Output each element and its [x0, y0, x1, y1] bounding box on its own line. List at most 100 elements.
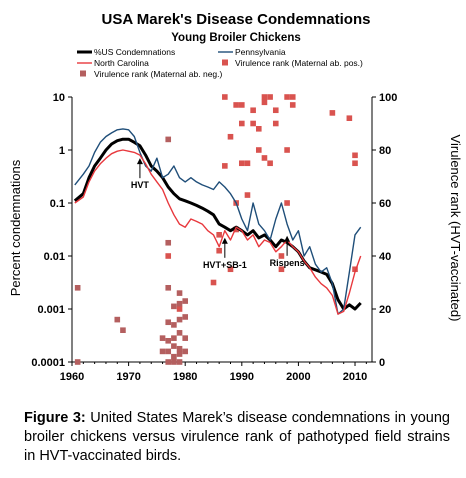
annotation-arrowhead	[136, 158, 143, 165]
scatter-point-3	[227, 133, 234, 140]
plot-area: 1960 1970 1980 1990 2000 2010 10 1 0.1 0.01 0.001 0…	[31, 92, 397, 383]
x-tick-label: 2000	[286, 371, 310, 383]
scatter-point-4	[182, 314, 189, 320]
scatter-point-3	[250, 120, 256, 127]
scatter-point-4	[165, 136, 172, 143]
legend-label-nc: North Carolina	[94, 58, 149, 68]
scatter-point-4	[74, 285, 81, 291]
scatter-point-3	[284, 200, 290, 206]
chart-subtitle: Young Broiler Chickens	[171, 32, 301, 44]
scatter-point-3	[165, 253, 172, 259]
scatter-point-3	[284, 147, 290, 153]
scatter-point-4	[176, 359, 183, 365]
scatter-point-4	[176, 345, 183, 352]
scatter-point-4	[176, 351, 183, 357]
scatter-point-3	[261, 99, 268, 106]
scatter-point-3	[239, 102, 245, 108]
chart: USA Marek's Disease Condemnations Young …	[8, 11, 463, 383]
scatter-point-3	[329, 110, 336, 116]
scatter-point-4	[165, 285, 172, 291]
scatter-point-4	[182, 348, 189, 355]
x-tick-label: 2010	[343, 371, 367, 383]
scatter-point-4	[165, 348, 172, 355]
scatter-point-4	[171, 343, 177, 349]
x-tick-label: 1980	[173, 371, 197, 383]
scatter-point-4	[114, 316, 121, 323]
scatter-point-4	[159, 348, 166, 355]
series-line-1	[74, 128, 362, 315]
y-tick-label: 0.0001	[31, 357, 65, 369]
annotation-label: Rispens	[270, 258, 305, 268]
caption-text: United States Marek’s disease condemnati…	[24, 410, 450, 464]
x-tick-label: 1960	[60, 371, 84, 383]
y-axis-label: Percent condemnations	[8, 159, 23, 296]
scatter-point-4	[171, 353, 177, 360]
y2-tick-label: 100	[379, 92, 397, 104]
scatter-point-4	[165, 239, 172, 246]
scatter-point-3	[289, 94, 296, 100]
scatter-point-3	[239, 120, 245, 127]
y2-tick-label: 20	[379, 304, 391, 316]
scatter-point-4	[176, 290, 183, 296]
scatter-point-3	[176, 306, 183, 312]
scatter-point-3	[216, 247, 222, 254]
legend-label-us: %US Condemnations	[94, 47, 175, 57]
legend: %US Condemnations Pennsylvania North Car…	[77, 47, 363, 79]
scatter-point-4	[176, 316, 183, 323]
scatter-point-4	[165, 319, 172, 326]
scatter-point-4	[182, 298, 189, 304]
scatter-point-3	[244, 192, 251, 198]
annotation-label: HVT	[131, 180, 150, 190]
scatter-point-4	[120, 327, 126, 333]
scatter-point-3	[227, 266, 234, 273]
scatter-point-3	[278, 253, 285, 259]
scatter-point-4	[159, 335, 166, 341]
y-tick-label: 0.001	[37, 304, 65, 316]
annotation-arrowhead	[284, 235, 291, 242]
legend-label-pos: Virulence rank (Maternal ab. pos.)	[235, 58, 363, 68]
scatter-point-4	[182, 335, 189, 341]
scatter-point-3	[284, 94, 290, 100]
y-tick-label: 0.01	[44, 251, 65, 263]
y2-tick-label: 60	[379, 198, 391, 210]
scatter-point-3	[222, 94, 228, 100]
scatter-point-3	[255, 126, 262, 132]
scatter-point-3	[244, 160, 251, 167]
legend-swatch-pos	[222, 59, 228, 66]
annotation-arrowhead	[221, 237, 228, 244]
scatter-point-3	[267, 160, 273, 167]
scatter-point-3	[261, 94, 268, 100]
scatter-point-4	[171, 303, 177, 310]
scatter-point-3	[255, 147, 262, 153]
y2-tick-label: 80	[379, 145, 391, 157]
scatter-point-3	[272, 107, 279, 114]
annotation-label: HVT+SB-1	[203, 260, 247, 270]
scatter-point-3	[233, 226, 239, 233]
y2-axis-label: Virulence rank (HVT-vaccinated)	[448, 135, 463, 322]
y2-tick-label: 0	[379, 357, 385, 369]
scatter-point-3	[239, 160, 245, 167]
y-tick-label: 10	[53, 92, 65, 104]
scatter-point-3	[346, 115, 353, 121]
x-tick-label: 1970	[116, 371, 140, 383]
series-line-2	[74, 149, 362, 315]
y-tick-label: 1	[59, 145, 65, 157]
scatter-point-3	[352, 160, 358, 167]
legend-label-pa: Pennsylvania	[235, 47, 286, 57]
scatter-point-3	[272, 120, 279, 127]
scatter-point-3	[352, 266, 358, 273]
scatter-point-4	[171, 335, 177, 341]
scatter-point-4	[165, 359, 172, 365]
scatter-point-3	[261, 155, 268, 161]
scatter-point-3	[278, 266, 285, 273]
scatter-point-4	[176, 330, 183, 336]
legend-label-neg: Virulence rank (Maternal ab. neg.)	[94, 69, 223, 79]
scatter-point-4	[74, 359, 81, 365]
legend-swatch-neg	[80, 70, 86, 77]
series-line-0	[73, 137, 362, 311]
scatter-point-3	[216, 232, 222, 238]
scatter-point-3	[222, 163, 228, 169]
scatter-point-4	[171, 322, 177, 328]
scatter-point-3	[250, 107, 256, 114]
scatter-point-3	[233, 102, 239, 108]
